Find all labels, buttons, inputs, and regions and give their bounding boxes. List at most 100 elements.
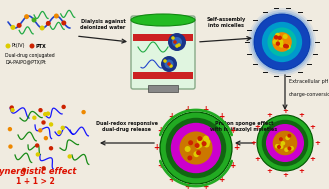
Circle shape (202, 141, 207, 146)
Circle shape (203, 136, 209, 142)
Circle shape (8, 144, 13, 149)
Circle shape (289, 146, 294, 151)
Circle shape (46, 112, 50, 116)
Text: Dual-redox responsive
dual-drug release: Dual-redox responsive dual-drug release (96, 121, 158, 132)
Text: +: + (168, 112, 174, 121)
Circle shape (272, 32, 292, 52)
Circle shape (278, 36, 282, 40)
Text: +: + (282, 172, 288, 178)
Circle shape (287, 134, 291, 138)
Bar (133, 34, 193, 41)
Circle shape (17, 23, 22, 28)
Circle shape (39, 26, 45, 30)
Circle shape (288, 146, 291, 150)
Circle shape (61, 126, 65, 130)
Circle shape (274, 35, 278, 40)
Circle shape (62, 105, 66, 109)
Circle shape (284, 147, 289, 152)
Circle shape (262, 120, 308, 166)
Circle shape (175, 44, 179, 48)
Circle shape (279, 137, 283, 141)
Text: Proton sponge effect
with imidazolyl moieties: Proton sponge effect with imidazolyl moi… (211, 121, 278, 132)
Circle shape (32, 17, 37, 22)
Circle shape (166, 118, 226, 178)
Circle shape (179, 131, 213, 165)
Text: +: + (157, 161, 163, 170)
Circle shape (169, 64, 173, 68)
Text: +: + (168, 175, 174, 184)
Circle shape (278, 39, 283, 44)
Circle shape (281, 141, 285, 146)
Circle shape (275, 33, 280, 38)
Circle shape (277, 145, 281, 149)
Circle shape (173, 40, 177, 44)
Circle shape (38, 108, 43, 112)
Text: Self-assembly
into micelles: Self-assembly into micelles (206, 17, 246, 28)
Circle shape (164, 60, 173, 68)
Text: +: + (157, 126, 163, 135)
Circle shape (171, 36, 175, 40)
Text: +: + (202, 183, 208, 189)
Text: +: + (298, 112, 304, 118)
Text: +: + (184, 105, 190, 114)
Circle shape (276, 41, 280, 46)
Circle shape (30, 43, 35, 49)
Text: +: + (266, 168, 272, 174)
Circle shape (257, 115, 313, 171)
Circle shape (279, 144, 284, 149)
Circle shape (24, 14, 29, 19)
Text: +: + (218, 175, 224, 184)
Circle shape (254, 14, 310, 70)
Circle shape (283, 44, 288, 48)
Circle shape (160, 112, 232, 184)
Text: +: + (266, 112, 272, 118)
Circle shape (250, 10, 314, 74)
Circle shape (10, 108, 15, 112)
Circle shape (266, 124, 304, 162)
Circle shape (252, 12, 312, 72)
Circle shape (41, 120, 46, 125)
Circle shape (279, 43, 284, 48)
Text: +: + (184, 183, 190, 189)
Text: Synergistic effect: Synergistic effect (0, 167, 77, 177)
Circle shape (171, 123, 221, 173)
Text: Dialysis against
deionized water: Dialysis against deionized water (80, 19, 126, 30)
Circle shape (22, 168, 26, 172)
Text: +: + (254, 124, 260, 130)
Circle shape (196, 142, 202, 148)
Circle shape (177, 43, 181, 47)
Circle shape (49, 122, 53, 127)
Text: +: + (254, 156, 260, 162)
Circle shape (44, 136, 48, 140)
Circle shape (188, 140, 193, 145)
Circle shape (11, 25, 15, 30)
Circle shape (273, 131, 297, 155)
Circle shape (163, 59, 167, 63)
Circle shape (35, 143, 39, 148)
Circle shape (6, 43, 11, 49)
Text: +: + (233, 143, 239, 153)
Circle shape (36, 152, 40, 157)
Circle shape (286, 44, 291, 49)
Text: +: + (310, 156, 316, 162)
Circle shape (273, 39, 278, 44)
Circle shape (196, 150, 201, 155)
Circle shape (168, 33, 186, 51)
Circle shape (283, 34, 288, 39)
Text: +: + (229, 161, 235, 170)
Circle shape (57, 130, 62, 135)
Text: +: + (202, 105, 208, 114)
Circle shape (275, 144, 280, 149)
Text: +: + (153, 143, 159, 153)
Text: +: + (310, 124, 316, 130)
Text: +: + (229, 126, 235, 135)
Text: +: + (314, 140, 320, 146)
Circle shape (195, 143, 200, 148)
Circle shape (188, 156, 192, 160)
Text: +: + (250, 140, 256, 146)
Circle shape (161, 56, 177, 72)
Circle shape (46, 21, 51, 26)
Circle shape (204, 142, 210, 147)
Circle shape (185, 146, 190, 152)
Circle shape (204, 139, 210, 145)
